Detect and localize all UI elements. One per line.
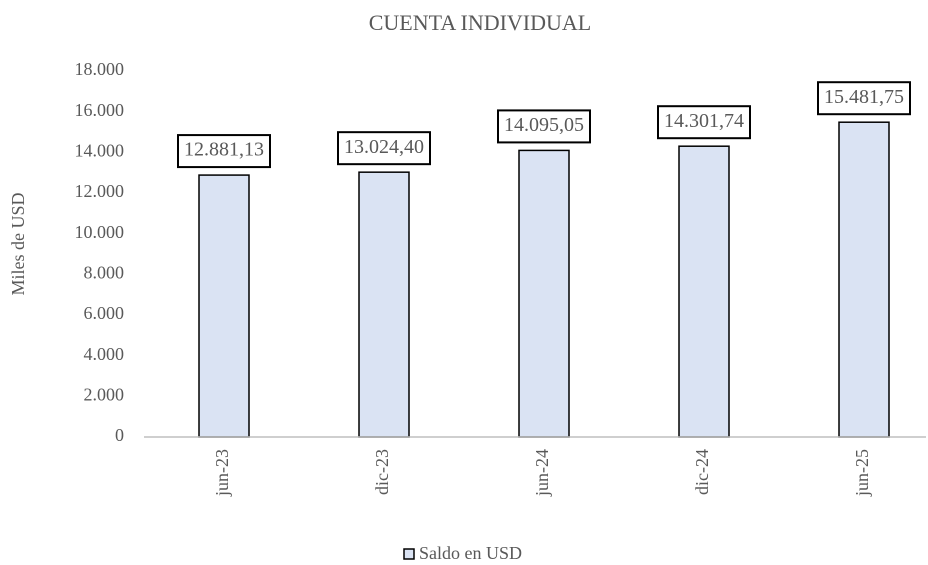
x-tick-label: jun-23 (212, 449, 232, 497)
value-label-box (657, 105, 751, 140)
bar (358, 171, 410, 438)
y-tick-label: 8.000 (84, 262, 125, 282)
bar (678, 145, 730, 438)
value-label: 12.881,13 (184, 139, 264, 161)
value-label-box (337, 131, 431, 166)
x-tick-label: jun-25 (852, 449, 872, 497)
y-tick-label: 10.000 (75, 222, 125, 242)
y-tick-label: 6.000 (84, 303, 125, 323)
y-tick-label: 0 (115, 425, 124, 445)
bar (518, 149, 570, 438)
y-tick-label: 4.000 (84, 344, 125, 364)
legend-swatch (403, 548, 415, 560)
x-tick-label: jun-24 (532, 449, 552, 497)
value-label-box (177, 134, 271, 169)
y-tick-label: 18.000 (75, 59, 125, 79)
value-label: 15.481,75 (824, 86, 904, 108)
value-label-box (817, 81, 911, 116)
bar (198, 174, 250, 438)
x-tick-label: dic-23 (372, 449, 392, 495)
value-label: 14.095,05 (504, 114, 584, 136)
y-tick-label: 16.000 (75, 100, 125, 120)
y-tick-label: 2.000 (84, 384, 125, 404)
y-tick-label: 12.000 (75, 181, 125, 201)
value-label: 14.301,74 (664, 110, 744, 132)
chart-title: CUENTA INDIVIDUAL (369, 10, 591, 35)
y-axis-label: Miles de USD (8, 193, 28, 296)
y-tick-label: 14.000 (75, 140, 125, 160)
value-label-box (497, 109, 591, 144)
value-label: 13.024,40 (344, 136, 424, 158)
x-tick-label: dic-24 (692, 449, 712, 495)
bar (838, 121, 890, 438)
legend-label: Saldo en USD (419, 543, 522, 563)
